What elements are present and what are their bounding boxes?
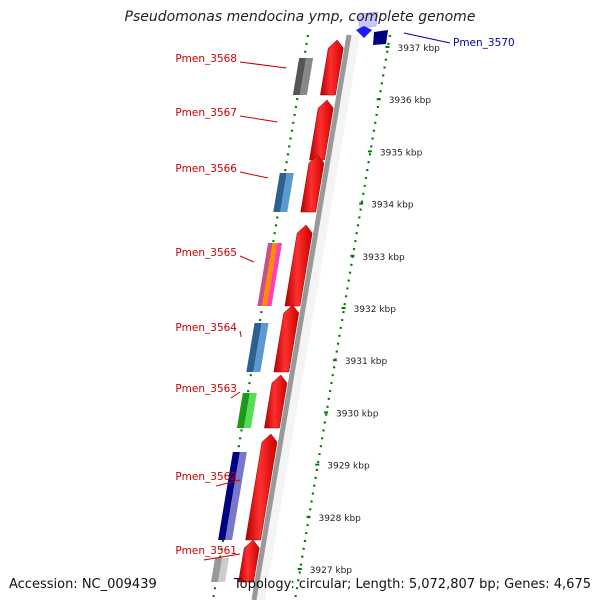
gene-label: Pmen_3562 bbox=[175, 471, 237, 483]
cog-category-block bbox=[225, 452, 247, 540]
kbp-label: 3928 kbp bbox=[318, 514, 361, 524]
gene-arrow bbox=[264, 374, 288, 429]
gene-arrow bbox=[320, 39, 344, 96]
kbp-label: 3937 kbp bbox=[397, 44, 440, 54]
backbone-line bbox=[251, 34, 352, 600]
gene-arrow bbox=[273, 304, 300, 373]
topology-label: Topology: circular; Length: 5,072,807 bp… bbox=[233, 577, 591, 592]
gene-leader-line bbox=[239, 330, 242, 338]
highlight-leader-line bbox=[403, 32, 451, 44]
gene-leader-line bbox=[203, 553, 241, 561]
cog-category-block bbox=[299, 58, 314, 95]
cog-category-block bbox=[246, 323, 262, 372]
kbp-label: 3930 kbp bbox=[336, 409, 379, 419]
highlight-gene-arrow bbox=[356, 26, 372, 38]
cog-category-block bbox=[218, 558, 230, 582]
kbp-label: 3935 kbp bbox=[380, 148, 423, 158]
cog-category-block bbox=[257, 243, 273, 306]
gene-label: Pmen_3567 bbox=[175, 107, 237, 119]
cog-category-block bbox=[211, 558, 223, 582]
cog-category-block bbox=[236, 393, 250, 428]
genome-title: Pseudomonas mendocina ymp, complete geno… bbox=[124, 9, 476, 25]
gene-leader-line bbox=[239, 255, 255, 263]
kbp-label: 3933 kbp bbox=[362, 253, 405, 263]
kbp-label: 3929 kbp bbox=[327, 462, 370, 472]
gene-arrow bbox=[284, 224, 313, 307]
gene-arrow bbox=[245, 433, 278, 541]
kbp-label: 3936 kbp bbox=[389, 96, 432, 106]
cog-category-block bbox=[273, 173, 287, 212]
gene-label: Pmen_3561 bbox=[175, 545, 237, 557]
gene-leader-line bbox=[216, 479, 241, 487]
accession-label: Accession: NC_009439 bbox=[9, 577, 157, 592]
cog-category-block bbox=[292, 58, 307, 95]
cog-category-block bbox=[253, 323, 269, 372]
cog-category-block bbox=[218, 452, 240, 540]
highlight-gene-box bbox=[373, 30, 388, 45]
gene-label: Pmen_3566 bbox=[175, 163, 237, 175]
gene-leader-line bbox=[230, 391, 241, 399]
gene-label: Pmen_3564 bbox=[175, 322, 237, 334]
highlight-gene-group: Pmen_3570 bbox=[356, 11, 515, 49]
gene-leader-line bbox=[239, 171, 269, 179]
gene-label: Pmen_3565 bbox=[175, 247, 237, 259]
gene-arrow bbox=[300, 154, 325, 213]
kbp-label: 3934 kbp bbox=[371, 201, 414, 211]
cog-category-block bbox=[280, 173, 294, 212]
kbp-label: 3927 kbp bbox=[310, 566, 353, 576]
gene-arrow bbox=[309, 99, 334, 161]
gene-label: Pmen_3568 bbox=[175, 53, 237, 65]
highlight-gene-block bbox=[357, 11, 379, 29]
gene-leader-line bbox=[239, 61, 287, 69]
cog-category-block bbox=[262, 243, 278, 306]
gene-leader-line bbox=[239, 115, 278, 123]
gene-label: Pmen_3563 bbox=[175, 383, 237, 395]
kbp-label: 3931 kbp bbox=[345, 357, 388, 367]
gene-arrow bbox=[238, 539, 260, 583]
kbp-label: 3932 kbp bbox=[354, 305, 397, 315]
backbone-band bbox=[255, 35, 360, 600]
cog-category-block bbox=[266, 243, 283, 306]
highlight-gene-label: Pmen_3570 bbox=[453, 37, 515, 49]
cog-category-block bbox=[243, 393, 257, 428]
